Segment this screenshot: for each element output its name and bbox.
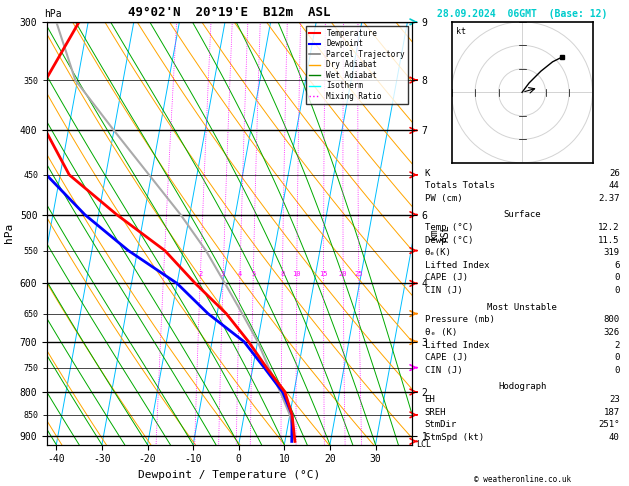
Text: Dewp (°C): Dewp (°C): [425, 236, 473, 244]
Text: 319: 319: [603, 248, 620, 257]
Text: K: K: [425, 169, 430, 177]
Text: CAPE (J): CAPE (J): [425, 274, 467, 282]
Text: Most Unstable: Most Unstable: [487, 303, 557, 312]
Text: StmDir: StmDir: [425, 420, 457, 429]
Text: 2: 2: [198, 271, 203, 277]
Text: 3: 3: [221, 271, 225, 277]
Text: Surface: Surface: [503, 210, 541, 219]
Text: 8: 8: [281, 271, 284, 277]
Text: 0: 0: [615, 353, 620, 362]
Text: 20: 20: [339, 271, 347, 277]
Text: 2: 2: [615, 341, 620, 349]
Text: 15: 15: [320, 271, 328, 277]
Text: Lifted Index: Lifted Index: [425, 261, 489, 270]
Text: 5: 5: [251, 271, 255, 277]
Text: © weatheronline.co.uk: © weatheronline.co.uk: [474, 474, 571, 484]
Text: CAPE (J): CAPE (J): [425, 353, 467, 362]
Text: 23: 23: [609, 395, 620, 404]
Text: 44: 44: [609, 181, 620, 190]
Text: 40: 40: [609, 433, 620, 442]
Text: SREH: SREH: [425, 408, 446, 417]
Text: 0: 0: [615, 286, 620, 295]
Text: 6: 6: [615, 261, 620, 270]
Text: 4: 4: [238, 271, 242, 277]
Title: 49°02'N  20°19'E  B12m  ASL: 49°02'N 20°19'E B12m ASL: [128, 6, 331, 19]
Text: 800: 800: [603, 315, 620, 324]
Text: 2.37: 2.37: [598, 194, 620, 203]
Text: Hodograph: Hodograph: [498, 382, 546, 391]
Text: 28.09.2024  06GMT  (Base: 12): 28.09.2024 06GMT (Base: 12): [437, 9, 607, 19]
Text: Totals Totals: Totals Totals: [425, 181, 494, 190]
Text: Pressure (mb): Pressure (mb): [425, 315, 494, 324]
Text: θₑ (K): θₑ (K): [425, 328, 457, 337]
Text: 1: 1: [161, 271, 165, 277]
Text: 0: 0: [615, 274, 620, 282]
Text: CIN (J): CIN (J): [425, 286, 462, 295]
Text: 26: 26: [609, 169, 620, 177]
Text: hPa: hPa: [44, 9, 62, 19]
Text: PW (cm): PW (cm): [425, 194, 462, 203]
Text: θₑ(K): θₑ(K): [425, 248, 452, 257]
Text: 0: 0: [615, 366, 620, 375]
X-axis label: Dewpoint / Temperature (°C): Dewpoint / Temperature (°C): [138, 470, 321, 480]
Text: 25: 25: [355, 271, 363, 277]
Legend: Temperature, Dewpoint, Parcel Trajectory, Dry Adiabat, Wet Adiabat, Isotherm, Mi: Temperature, Dewpoint, Parcel Trajectory…: [306, 26, 408, 104]
Y-axis label: km
ASL: km ASL: [429, 225, 450, 242]
Text: Lifted Index: Lifted Index: [425, 341, 489, 349]
Text: CIN (J): CIN (J): [425, 366, 462, 375]
Text: StmSpd (kt): StmSpd (kt): [425, 433, 484, 442]
Text: EH: EH: [425, 395, 435, 404]
Text: 251°: 251°: [598, 420, 620, 429]
Y-axis label: hPa: hPa: [4, 223, 14, 243]
Text: Temp (°C): Temp (°C): [425, 223, 473, 232]
Text: kt: kt: [456, 27, 466, 35]
Text: 326: 326: [603, 328, 620, 337]
Text: 10: 10: [292, 271, 301, 277]
Text: LCL: LCL: [416, 440, 431, 449]
Text: 187: 187: [603, 408, 620, 417]
Text: 12.2: 12.2: [598, 223, 620, 232]
Text: 11.5: 11.5: [598, 236, 620, 244]
